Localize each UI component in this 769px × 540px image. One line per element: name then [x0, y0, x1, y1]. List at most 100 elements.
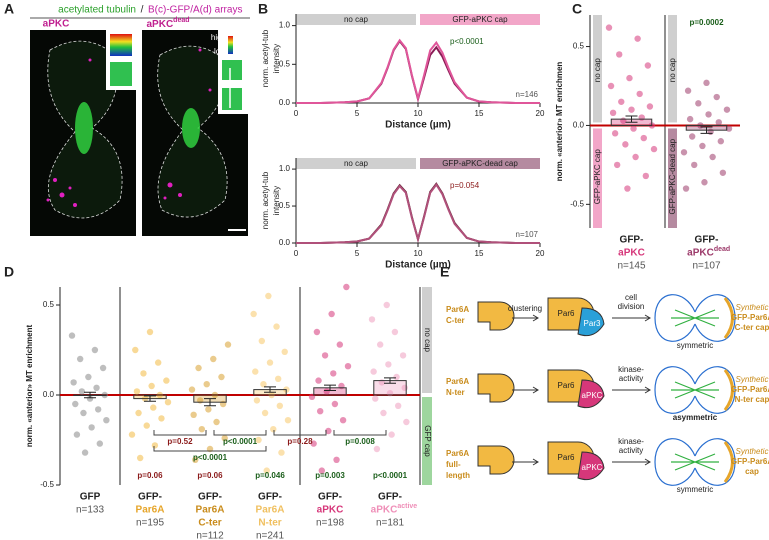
caption: Synthetic [736, 447, 769, 456]
part-label: Par6 [558, 453, 575, 462]
arrow [512, 386, 539, 394]
inset-spot [110, 62, 132, 86]
group-n: n=195 [136, 518, 165, 529]
arrow-label: kinase- [618, 365, 644, 374]
arrow [612, 386, 651, 394]
title-sep: / [141, 5, 144, 16]
data-point [150, 404, 157, 411]
panel-label: E [440, 264, 449, 280]
group-p: p<0.0001 [373, 471, 408, 480]
data-point [136, 454, 144, 462]
data-point [394, 402, 402, 409]
group-n: n=181 [376, 518, 405, 529]
legend-low: low [214, 47, 226, 56]
data-point [339, 417, 347, 424]
group-p: p=0.06 [137, 471, 163, 480]
group-label: Par6A [136, 505, 165, 516]
inset-spot [110, 34, 132, 56]
arrow-label: activity [619, 374, 643, 383]
data-point [636, 90, 643, 98]
data-point [273, 323, 280, 330]
series-line [296, 39, 540, 104]
data-point [154, 359, 162, 366]
data-point [691, 161, 698, 169]
data-point [372, 395, 379, 402]
group-label: GFP- [620, 235, 644, 246]
error-bar [700, 126, 713, 134]
par6a-shape [477, 445, 515, 475]
arrow [512, 314, 539, 322]
data-point [333, 456, 340, 463]
data-point [261, 409, 269, 417]
data-point [630, 125, 637, 132]
group-label: aPKC [618, 248, 645, 259]
row-label: length [446, 471, 470, 480]
data-point [699, 142, 706, 150]
series-line [296, 182, 540, 244]
bracket [153, 430, 207, 436]
data-point [164, 399, 172, 406]
data-point [133, 388, 141, 395]
data-point [253, 397, 261, 404]
data-point [380, 409, 387, 417]
cap-label: GFP-aPKC-dead cap [442, 159, 518, 168]
annotation: n=146 [516, 90, 539, 99]
image-label-sup: dead [173, 17, 189, 24]
image-label: aPKC [43, 19, 70, 30]
caption: N-ter cap [735, 395, 769, 404]
x-tick-label: 20 [536, 109, 545, 118]
part-label: Par6 [558, 381, 575, 390]
inset-spot [222, 60, 242, 80]
arrow [612, 458, 651, 466]
y-axis-label: norm. acetyl-tub [261, 171, 270, 229]
data-point [210, 355, 217, 363]
y-tick-label: 0.5 [573, 42, 585, 51]
y-tick-label: 0.5 [279, 201, 291, 210]
inset-spot [222, 88, 242, 110]
data-point [85, 373, 92, 381]
y-tick-label: 0.0 [279, 98, 291, 107]
y-axis-label: intensity [272, 186, 281, 215]
title-magenta: B(c)-GFP/A(d) arrays [148, 5, 242, 16]
group-p: p=0.06 [197, 471, 223, 480]
data-point [646, 103, 654, 110]
annotation: p=0.0002 [689, 18, 724, 27]
data-point [68, 332, 76, 339]
image-label-main: aPKC [146, 19, 173, 30]
cap-bar [296, 158, 416, 169]
y-axis-label: norm. «anterior» MT enrichmen [555, 62, 564, 182]
data-point [632, 153, 639, 161]
data-point [81, 449, 89, 456]
data-point [96, 440, 104, 447]
data-point [343, 283, 350, 291]
data-point [622, 141, 629, 148]
group-n: n=107 [692, 261, 721, 272]
error-bar [204, 398, 216, 407]
data-point [634, 35, 641, 42]
data-point [278, 449, 285, 456]
data-point [393, 373, 400, 381]
group-n: n=133 [76, 505, 105, 516]
data-point [385, 361, 392, 368]
y-axis-label: intensity [272, 44, 281, 73]
data-point [709, 153, 716, 161]
data-point [624, 185, 631, 192]
data-point [723, 106, 731, 113]
data-point [715, 119, 722, 126]
x-tick-label: 10 [414, 249, 423, 258]
row-label: N-ter [446, 388, 465, 397]
data-point [310, 440, 317, 447]
data-point [263, 467, 270, 474]
data-point [609, 109, 617, 117]
data-point [373, 445, 381, 453]
caption: GFP-Par6A [731, 457, 769, 466]
data-point [88, 424, 95, 431]
data-point [318, 467, 326, 474]
data-point [198, 426, 206, 433]
arrow-label: activity [619, 446, 643, 455]
data-point [86, 395, 94, 402]
cap-arc [723, 369, 734, 411]
cell-right [694, 294, 736, 342]
group-label: C-ter [198, 518, 221, 529]
data-point [705, 111, 712, 118]
